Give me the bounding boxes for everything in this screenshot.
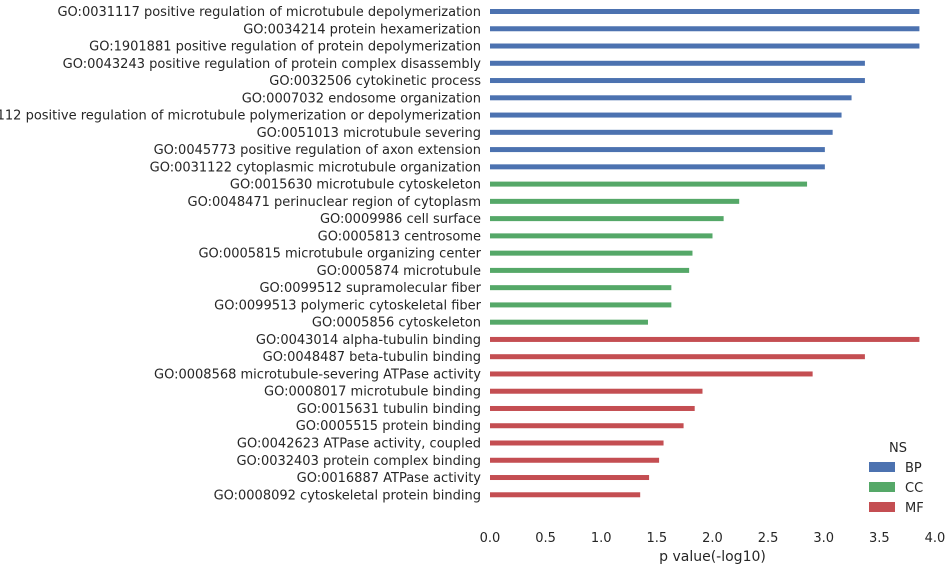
category-label: GO:0005874 microtubule — [317, 264, 481, 279]
legend-swatch-cc — [869, 482, 895, 492]
category-label: GO:0045773 positive regulation of axon e… — [154, 143, 481, 158]
bar-cc — [490, 285, 672, 291]
category-labels: GO:0031117 positive regulation of microt… — [0, 5, 482, 503]
bar-mf — [490, 405, 695, 411]
category-label: GO:0015631 tubulin binding — [297, 402, 481, 417]
bar-bp — [490, 95, 852, 101]
bar-cc — [490, 198, 740, 204]
bar-mf — [490, 388, 703, 394]
category-label: GO:0008568 microtubule-severing ATPase a… — [154, 367, 481, 382]
category-label: GO:0034214 protein hexamerization — [243, 22, 481, 37]
category-label: GO:0009986 cell surface — [320, 212, 481, 227]
legend: NS BP CC MF — [869, 441, 924, 516]
bar-mf — [490, 354, 865, 360]
x-tick-label: 2.5 — [758, 531, 779, 546]
category-label: GO:0099512 supramolecular fiber — [259, 281, 481, 296]
bar-bp — [490, 147, 825, 153]
bar-cc — [490, 267, 690, 273]
x-tick-label: 0.5 — [535, 531, 556, 546]
category-label: GO:0005856 cytoskeleton — [312, 316, 481, 331]
legend-label-cc: CC — [905, 481, 923, 496]
x-tick-label: 0.0 — [480, 531, 501, 546]
bar-bp — [490, 129, 833, 135]
x-axis-label: p value(-log10) — [659, 549, 766, 565]
category-label: GO:0099513 polymeric cytoskeletal fiber — [214, 298, 481, 313]
legend-title: NS — [889, 441, 907, 456]
legend-label-mf: MF — [905, 501, 924, 516]
bar-bp — [490, 112, 842, 118]
category-label: GO:0005813 centrosome — [318, 229, 481, 244]
x-tick-label: 1.5 — [647, 531, 668, 546]
bar-mf — [490, 371, 813, 377]
bar-mf — [490, 423, 684, 429]
x-tick-label: 3.5 — [869, 531, 890, 546]
bar-cc — [490, 181, 808, 187]
bar-cc — [490, 216, 724, 222]
legend-swatch-bp — [869, 462, 895, 472]
bar-bp — [490, 78, 865, 84]
legend-label-bp: BP — [905, 461, 922, 476]
category-label: GO:0008092 cytoskeletal protein binding — [214, 488, 481, 503]
category-label: GO:0016887 ATPase activity — [297, 471, 482, 486]
bar-bp — [490, 60, 865, 66]
category-label: GO:0031112 positive regulation of microt… — [0, 109, 481, 124]
x-tick-label: 2.0 — [702, 531, 723, 546]
bar-cc — [490, 233, 713, 239]
bar-mf — [490, 336, 920, 342]
bar-bp — [490, 43, 920, 49]
category-label: GO:0005815 microtubule organizing center — [198, 247, 481, 262]
category-label: GO:0031117 positive regulation of microt… — [57, 5, 481, 20]
bar-cc — [490, 302, 672, 308]
category-label: GO:0048487 beta-tubulin binding — [263, 350, 481, 365]
legend-swatch-mf — [869, 502, 895, 512]
category-label: GO:0048471 perinuclear region of cytopla… — [188, 195, 481, 210]
bar-bp — [490, 164, 825, 170]
category-label: GO:0031122 cytoplasmic microtubule organ… — [150, 160, 481, 175]
category-label: GO:0007032 endosome organization — [242, 91, 481, 106]
category-label: GO:0042623 ATPase activity, coupled — [237, 437, 481, 452]
bar-bp — [490, 26, 920, 32]
bar-mf — [490, 457, 660, 463]
category-label: GO:0005515 protein binding — [296, 419, 481, 434]
bar-mf — [490, 475, 650, 481]
category-label: GO:1901881 positive regulation of protei… — [89, 40, 481, 55]
bar-mf — [490, 440, 664, 446]
category-label: GO:0032506 cytokinetic process — [269, 74, 481, 89]
x-tick-label: 3.0 — [813, 531, 834, 546]
bar-cc — [490, 250, 693, 256]
bar-mf — [490, 492, 641, 498]
category-label: GO:0043243 positive regulation of protei… — [63, 57, 482, 72]
x-axis: 0.0 0.5 1.0 1.5 2.0 2.5 3.0 3.5 4.0 — [480, 531, 946, 546]
bar-cc — [490, 319, 648, 325]
category-label: GO:0015630 microtubule cytoskeleton — [230, 178, 481, 193]
bars-layer — [490, 9, 920, 498]
x-tick-label: 4.0 — [925, 531, 946, 546]
x-tick-label: 1.0 — [591, 531, 612, 546]
bar-bp — [490, 9, 920, 14]
category-label: GO:0032403 protein complex binding — [236, 454, 481, 469]
category-label: GO:0008017 microtubule binding — [264, 385, 481, 400]
category-label: GO:0043014 alpha-tubulin binding — [256, 333, 481, 348]
category-label: GO:0051013 microtubule severing — [257, 126, 481, 141]
